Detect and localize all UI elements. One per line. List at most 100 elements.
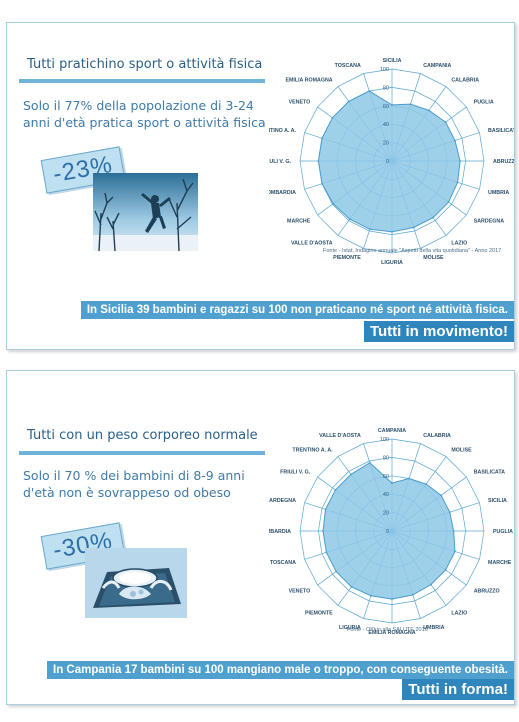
bathroom-scale-photo <box>85 548 187 618</box>
data-point <box>350 585 353 588</box>
data-point <box>347 100 350 103</box>
category-label: BASILICATA <box>474 470 505 476</box>
category-label: LOMBARDIA <box>269 190 296 196</box>
panel-subtitle: Solo il 70 % dei bambini di 8-9 anni d'e… <box>23 468 245 500</box>
category-label: PUGLIA <box>493 529 513 535</box>
category-label: LIGURIA <box>381 260 403 266</box>
category-label: CALABRIA <box>451 77 479 83</box>
category-label: LIGURIA <box>339 625 361 631</box>
data-point <box>427 109 430 112</box>
data-point <box>335 570 338 573</box>
category-label: VENETO <box>289 100 311 106</box>
category-label: SARDEGNA <box>474 218 504 224</box>
data-point <box>368 228 371 231</box>
category-label: EMILIA ROMAGNA <box>285 77 332 83</box>
category-label: FRIULI V. G. <box>269 159 292 165</box>
data-point <box>334 489 337 491</box>
category-label: SICILIA <box>383 58 402 64</box>
category-label: CAMPANIA <box>378 428 406 434</box>
data-point <box>391 598 393 600</box>
tick-label: 0 <box>386 159 389 165</box>
slogan-banner: Tutti in forma! <box>402 679 514 700</box>
data-point <box>412 226 415 229</box>
data-point <box>447 201 450 203</box>
title-underline <box>19 79 265 83</box>
data-point <box>459 160 461 162</box>
tick-label: 40 <box>383 492 389 498</box>
panel-title: Tutti con un peso corporeo normale <box>27 428 258 443</box>
category-label: CALABRIA <box>423 433 451 439</box>
data-point <box>321 137 323 140</box>
data-point <box>452 530 455 532</box>
data-point <box>409 103 412 106</box>
data-point <box>408 477 410 480</box>
data-point <box>350 473 352 476</box>
tick-label: 60 <box>383 104 389 110</box>
data-point <box>411 593 414 596</box>
data-point <box>331 116 334 119</box>
data-point <box>430 583 432 586</box>
category-label: UMBRIA <box>423 625 444 631</box>
tick-label: 80 <box>383 455 389 461</box>
category-label: FRIULI V. G. <box>280 470 311 476</box>
category-label: EMILIA ROMAGNA <box>368 630 415 636</box>
category-label: BASILICATA <box>488 128 514 134</box>
data-point <box>391 482 393 485</box>
category-label: UMBRIA <box>488 190 509 196</box>
radar-chart-sport: 0 20 40 60 80 100 SICILIA CAMPANIA CALABRIA PUGLI… <box>269 58 514 266</box>
data-point <box>322 530 324 532</box>
data-point <box>317 160 320 162</box>
category-label: TOSCANA <box>270 560 296 566</box>
weight-panel: Tutti con un peso corporeo normale Solo … <box>6 370 515 705</box>
category-label: VALLE D'AOSTA <box>291 241 333 247</box>
data-point <box>348 218 351 220</box>
title-underline <box>19 451 265 455</box>
category-label: SARDEGNA <box>269 498 296 504</box>
jumping-child-photo <box>93 173 198 251</box>
sport-panel: Tutti pratichino sport o attività fisica… <box>6 22 515 350</box>
category-label: PUGLIA <box>474 100 494 106</box>
slogan-banner: Tutti in movimento! <box>363 321 514 342</box>
category-label: MOLISE <box>423 255 444 261</box>
tick-label: 100 <box>380 67 389 73</box>
chart-source: Fonte - Istat, Indagine annuale "Aspetti… <box>323 248 502 254</box>
tick-label: 40 <box>383 122 389 128</box>
category-label: TOSCANA <box>335 63 361 69</box>
data-point <box>370 594 372 597</box>
data-point <box>425 483 427 486</box>
category-label: PIEMONTE <box>333 255 361 261</box>
data-point <box>391 103 393 106</box>
category-label: TRENTINO A. A. <box>292 447 333 453</box>
data-area <box>317 90 461 233</box>
tick-label: 20 <box>383 141 389 147</box>
category-label: CAMPANIA <box>423 63 451 69</box>
panel-title: Tutti pratichino sport o attività fisica <box>27 57 263 72</box>
data-point <box>368 90 371 92</box>
category-label: PIEMONTE <box>305 611 333 617</box>
tick-label: 80 <box>383 85 389 91</box>
category-label: MARCHE <box>488 560 512 566</box>
data-point <box>444 569 447 571</box>
data-point <box>391 230 393 233</box>
data-point <box>324 508 327 511</box>
data-point <box>444 121 447 123</box>
category-label: VENETO <box>289 588 311 594</box>
data-point <box>332 202 335 205</box>
fact-banner: In Sicilia 39 bambini e ragazzi su 100 n… <box>80 301 514 319</box>
category-label: LAZIO <box>451 241 467 247</box>
category-label: LOMBARDIA <box>269 529 291 535</box>
radar-chart-weight: 0 20 40 60 80 100 CAMPANIA CALABRIA MOLISE BASILI… <box>269 428 513 636</box>
data-point <box>456 181 459 184</box>
data-point <box>432 216 434 219</box>
data-point <box>321 182 323 185</box>
fact-banner: In Campania 17 bambini su 100 mangiano m… <box>47 661 514 679</box>
category-label: LAZIO <box>451 611 467 617</box>
tick-label: 100 <box>380 437 389 443</box>
category-label: ABRUZZO <box>493 159 514 165</box>
category-label: TRENTINO A. A. <box>269 128 296 134</box>
data-point <box>440 494 443 497</box>
tick-label: 0 <box>386 529 389 535</box>
data-point <box>448 511 451 514</box>
category-label: VALLE D'AOSTA <box>319 433 361 439</box>
category-label: MARCHE <box>287 218 311 224</box>
